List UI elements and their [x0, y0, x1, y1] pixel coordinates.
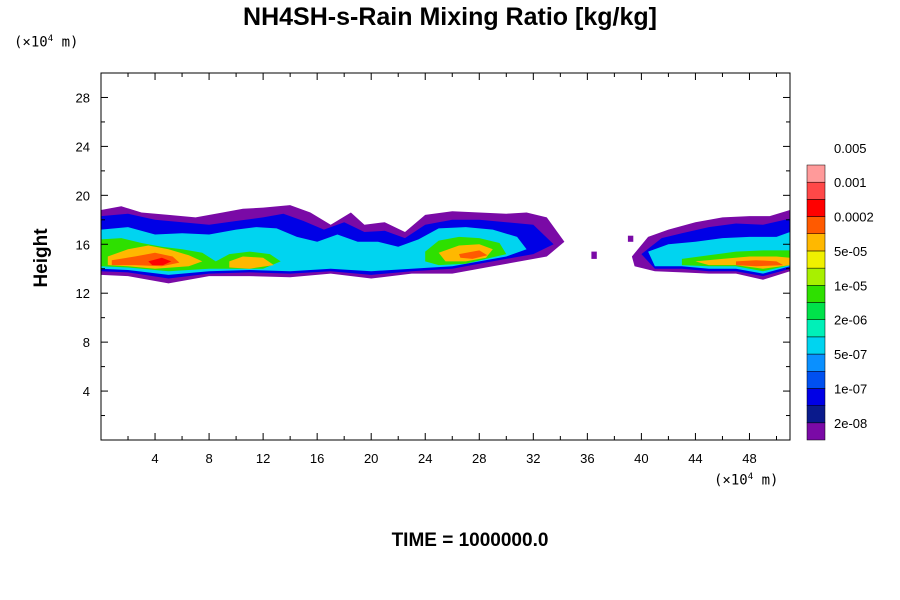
colorbar-label: 2e-06	[834, 313, 867, 328]
colorbar-label: 5e-05	[834, 244, 867, 259]
colorbar-label: 1e-05	[834, 278, 867, 293]
y-tick-label: 16	[76, 237, 90, 252]
x-unit-exponent: 4	[747, 472, 754, 482]
colorbar-box	[806, 319, 826, 338]
x-tick-label: 44	[688, 451, 702, 466]
y-unit-suffix: m)	[53, 34, 79, 51]
y-tick-label: 8	[83, 335, 90, 350]
x-axis-unit: (×104 m)	[714, 472, 778, 489]
x-tick-label: 36	[580, 451, 594, 466]
colorbar-box	[806, 336, 826, 355]
x-tick-label: 32	[526, 451, 540, 466]
colorbar-box	[806, 267, 826, 286]
x-tick-label: 28	[472, 451, 486, 466]
contour-level-12-region-1	[459, 250, 488, 259]
colorbar-box	[806, 371, 826, 389]
y-tick-label: 20	[76, 188, 90, 203]
contour-level-12-region-2	[736, 260, 784, 267]
y-axis-unit: (×104 m)	[14, 34, 78, 51]
time-label: TIME = 1000000.0	[391, 530, 549, 551]
colorbar-box	[806, 302, 826, 320]
contour-level-13-region-0	[148, 257, 172, 266]
y-unit-prefix: (×10	[14, 34, 48, 51]
colorbar-box	[806, 405, 826, 424]
y-tick-label: 24	[76, 139, 90, 154]
x-tick-label: 20	[364, 451, 378, 466]
colorbar-box	[806, 353, 826, 372]
colorbar-box	[806, 233, 826, 252]
contour-level-11-region-1	[229, 256, 274, 269]
x-tick-label: 12	[256, 451, 270, 466]
colorbar-box	[806, 250, 826, 269]
y-tick-label: 4	[83, 384, 90, 399]
colorbar-label: 2e-08	[834, 416, 867, 431]
chart-title: NH4SH-s-Rain Mixing Ratio [kg/kg]	[243, 3, 657, 31]
colorbar-label: 5e-07	[834, 347, 867, 362]
colorbar-box	[806, 285, 826, 303]
x-unit-suffix: m)	[753, 472, 779, 489]
y-tick-label: 28	[76, 90, 90, 105]
colorbar-label: 0.005	[834, 141, 867, 156]
y-unit-exponent: 4	[47, 34, 54, 44]
x-tick-label: 48	[742, 451, 756, 466]
colorbar-box	[806, 164, 826, 183]
colorbar-box	[806, 388, 826, 406]
colorbar-box	[806, 216, 826, 234]
x-tick-label: 8	[205, 451, 212, 466]
contour-level-0-region-3	[627, 235, 634, 242]
x-tick-label: 16	[310, 451, 324, 466]
colorbar-box	[806, 199, 826, 217]
x-tick-label: 40	[634, 451, 648, 466]
y-tick-label: 12	[76, 286, 90, 301]
colorbar-label: 1e-07	[834, 381, 867, 396]
colorbar-label: 0.001	[834, 175, 867, 190]
x-tick-label: 4	[151, 451, 158, 466]
colorbar-box	[806, 422, 826, 441]
x-tick-label: 24	[418, 451, 432, 466]
colorbar-label: 0.0002	[834, 210, 874, 225]
plot-frame	[100, 72, 791, 441]
x-unit-prefix: (×10	[714, 472, 748, 489]
colorbar-box	[806, 181, 826, 200]
contour-level-0-region-2	[591, 251, 597, 259]
